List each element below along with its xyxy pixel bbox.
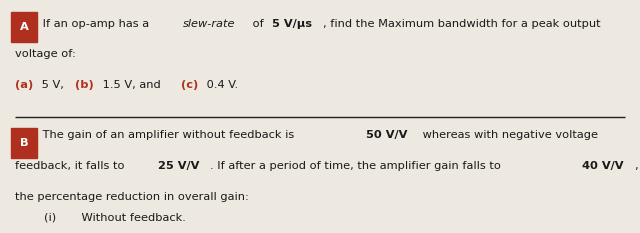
Text: 25 V/V: 25 V/V [157, 161, 199, 171]
Text: . If after a period of time, the amplifier gain falls to: . If after a period of time, the amplifi… [210, 161, 504, 171]
Text: 0.4 V.: 0.4 V. [203, 80, 238, 90]
Text: feedback, it falls to: feedback, it falls to [15, 161, 127, 171]
Text: B: B [20, 138, 28, 148]
Text: voltage of:: voltage of: [15, 49, 76, 59]
Text: , find the Maximum bandwidth for a peak output: , find the Maximum bandwidth for a peak … [323, 20, 601, 29]
Text: 50 V/V: 50 V/V [366, 130, 408, 140]
Text: (c): (c) [181, 80, 198, 90]
Text: , find: , find [635, 161, 640, 171]
FancyBboxPatch shape [11, 12, 37, 42]
Text: A: A [20, 22, 28, 32]
Text: If an op-amp has a: If an op-amp has a [39, 20, 153, 29]
Text: (i)       Without feedback.: (i) Without feedback. [44, 212, 186, 223]
Text: slew-rate: slew-rate [183, 20, 236, 29]
Text: whereas with negative voltage: whereas with negative voltage [419, 130, 598, 140]
Text: The gain of an amplifier without feedback is: The gain of an amplifier without feedbac… [39, 130, 298, 140]
Text: of: of [249, 20, 268, 29]
FancyBboxPatch shape [11, 128, 37, 158]
Text: 40 V/V: 40 V/V [582, 161, 624, 171]
Text: the percentage reduction in overall gain:: the percentage reduction in overall gain… [15, 192, 248, 202]
Text: 5 V,: 5 V, [38, 80, 67, 90]
Text: 5 V/μs: 5 V/μs [273, 20, 312, 29]
Text: 1.5 V, and: 1.5 V, and [99, 80, 164, 90]
Text: (a): (a) [15, 80, 33, 90]
Text: (b): (b) [75, 80, 93, 90]
